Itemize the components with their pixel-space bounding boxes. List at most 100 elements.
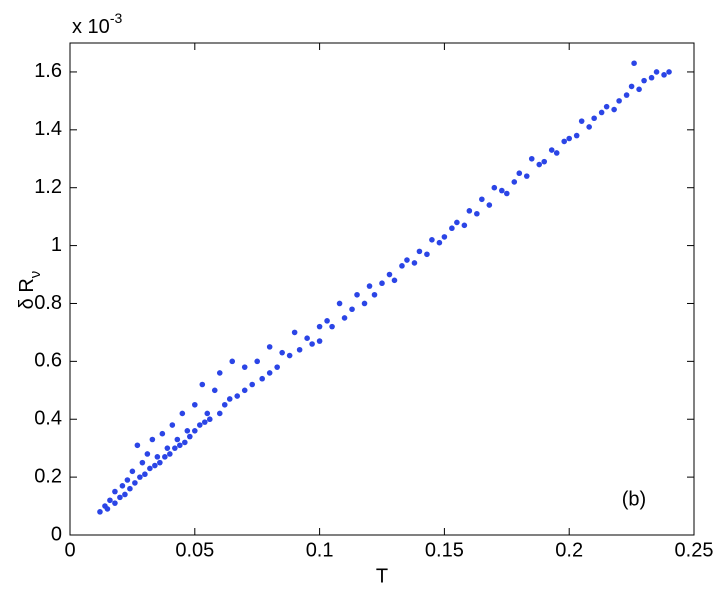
point bbox=[479, 196, 485, 203]
plot-frame bbox=[69, 42, 695, 536]
y-axis-label-sub: ν bbox=[27, 271, 44, 279]
point bbox=[598, 109, 605, 116]
point bbox=[366, 283, 373, 289]
point bbox=[167, 451, 173, 457]
point bbox=[573, 132, 580, 139]
point bbox=[371, 291, 378, 298]
point bbox=[144, 451, 151, 457]
x-tick-label: 0 bbox=[64, 539, 75, 561]
point bbox=[628, 83, 635, 90]
y-tick-label: 0.2 bbox=[34, 465, 62, 487]
point bbox=[296, 346, 303, 353]
point bbox=[234, 393, 241, 399]
point bbox=[316, 323, 323, 330]
point bbox=[117, 494, 123, 501]
point bbox=[226, 396, 233, 402]
point bbox=[229, 358, 236, 365]
point bbox=[548, 147, 555, 153]
point bbox=[349, 306, 355, 313]
point bbox=[211, 387, 218, 394]
point bbox=[591, 115, 597, 122]
point bbox=[631, 60, 637, 67]
point bbox=[354, 291, 360, 298]
point bbox=[249, 381, 256, 388]
point bbox=[523, 173, 530, 179]
point bbox=[499, 187, 505, 194]
point bbox=[661, 72, 667, 78]
y-tick-label: 0.8 bbox=[34, 292, 62, 314]
point bbox=[329, 323, 335, 330]
point bbox=[179, 410, 186, 417]
point bbox=[154, 454, 161, 460]
point bbox=[616, 98, 622, 104]
point bbox=[241, 387, 248, 394]
annotation: (b) bbox=[622, 488, 646, 510]
point bbox=[266, 370, 273, 376]
point bbox=[216, 370, 223, 376]
point bbox=[291, 329, 298, 336]
point bbox=[636, 86, 642, 93]
point bbox=[182, 439, 188, 446]
point bbox=[279, 349, 285, 356]
point bbox=[648, 74, 655, 81]
point bbox=[474, 210, 480, 217]
point bbox=[157, 459, 163, 466]
point bbox=[149, 436, 156, 443]
point bbox=[603, 103, 610, 110]
point bbox=[404, 257, 410, 263]
point bbox=[127, 485, 133, 492]
point bbox=[107, 497, 113, 504]
point bbox=[147, 465, 153, 472]
y-tick-label: 1 bbox=[51, 234, 62, 256]
point bbox=[192, 401, 198, 408]
point bbox=[424, 251, 430, 258]
point bbox=[137, 474, 143, 480]
point bbox=[134, 442, 141, 449]
point bbox=[566, 135, 572, 142]
point bbox=[336, 300, 343, 307]
point bbox=[553, 150, 560, 156]
point bbox=[641, 77, 647, 84]
point bbox=[416, 248, 423, 255]
point bbox=[528, 155, 535, 162]
x-tick-label: 0.2 bbox=[555, 539, 583, 561]
point bbox=[124, 477, 131, 483]
point bbox=[441, 234, 448, 240]
point bbox=[491, 184, 498, 191]
point bbox=[97, 509, 103, 515]
point bbox=[411, 260, 418, 266]
point bbox=[611, 106, 617, 113]
point bbox=[504, 190, 510, 197]
y-axis-label-main: δ R bbox=[16, 278, 38, 309]
point bbox=[429, 237, 435, 243]
point bbox=[286, 352, 293, 359]
point bbox=[449, 225, 455, 232]
point bbox=[177, 442, 183, 449]
y-tick-label: 0 bbox=[51, 523, 62, 545]
point bbox=[129, 468, 136, 475]
point bbox=[304, 335, 310, 342]
point bbox=[174, 436, 181, 443]
point bbox=[112, 500, 118, 506]
point bbox=[187, 433, 193, 440]
point bbox=[104, 506, 111, 512]
point bbox=[653, 69, 660, 75]
point bbox=[241, 364, 248, 370]
point bbox=[316, 338, 323, 344]
point bbox=[169, 422, 176, 428]
point bbox=[184, 428, 191, 434]
point bbox=[578, 118, 585, 124]
point bbox=[221, 401, 228, 408]
point bbox=[204, 410, 211, 417]
y-tick-label: 1.4 bbox=[34, 118, 62, 140]
y-tick-label: 1.2 bbox=[34, 176, 62, 198]
x-tick-label: 0.1 bbox=[306, 539, 334, 561]
point bbox=[341, 315, 348, 321]
point bbox=[112, 488, 118, 495]
point bbox=[466, 208, 473, 214]
x-tick-label: 0.25 bbox=[675, 539, 714, 561]
y-scale-label: x 10 bbox=[72, 16, 110, 38]
point bbox=[454, 219, 460, 226]
point bbox=[192, 428, 198, 434]
